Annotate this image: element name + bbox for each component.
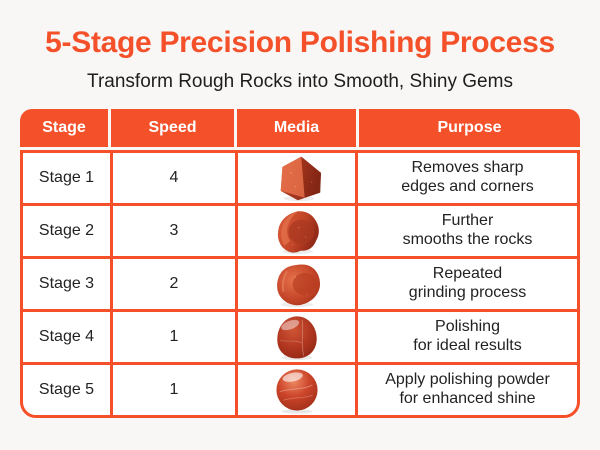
- column-header-purpose: Purpose: [359, 109, 580, 147]
- media-cell: [235, 153, 355, 203]
- page-title: 5-Stage Precision Polishing Process: [45, 26, 555, 59]
- column-header-media: Media: [237, 109, 356, 147]
- stage-cell: Stage 1: [38, 169, 95, 186]
- table-row: Stage 1 4: [23, 153, 577, 203]
- stage-cell: Stage 5: [38, 381, 95, 398]
- speed-cell: 3: [110, 206, 235, 256]
- rough-rock-icon: [280, 156, 321, 202]
- table-header-row: Stage Speed Media Purpose: [20, 109, 580, 147]
- polishing-process-table: Stage Speed Media Purpose Stage 1 4: [20, 109, 580, 418]
- purpose-cell: Removes sharp edges and corners: [355, 153, 577, 203]
- speed-cell: 4: [110, 153, 235, 203]
- media-cell: [235, 312, 355, 362]
- speed-cell: 2: [110, 259, 235, 309]
- rounded-rock-icon: [276, 264, 320, 308]
- speed-cell: 1: [110, 365, 235, 415]
- stage-cell: Stage 4: [38, 328, 95, 345]
- page-subtitle: Transform Rough Rocks into Smooth, Shiny…: [87, 71, 513, 92]
- stage-cell: Stage 3: [38, 275, 95, 292]
- media-cell: [235, 365, 355, 415]
- media-cell: [235, 206, 355, 256]
- shiny-rock-icon: [275, 369, 318, 414]
- media-cell: [235, 259, 355, 309]
- smoothed-rock-icon: [277, 211, 319, 255]
- column-header-stage: Stage: [20, 109, 108, 147]
- purpose-cell: Polishing for ideal results: [355, 312, 577, 362]
- table-row: Stage 3 2: [23, 256, 577, 309]
- table-body: Stage 1 4: [20, 150, 580, 418]
- table-row: Stage 2 3: [23, 203, 577, 256]
- table-row: Stage 4 1: [23, 309, 577, 362]
- speed-cell: 1: [110, 312, 235, 362]
- stage-cell: Stage 2: [38, 222, 95, 239]
- purpose-cell: Apply polishing powder for enhanced shin…: [355, 365, 577, 415]
- polished-rock-icon: [276, 316, 317, 361]
- table-row: Stage 5 1: [23, 362, 577, 415]
- purpose-cell: Further smooths the rocks: [355, 206, 577, 256]
- column-header-speed: Speed: [111, 109, 234, 147]
- purpose-cell: Repeated grinding process: [355, 259, 577, 309]
